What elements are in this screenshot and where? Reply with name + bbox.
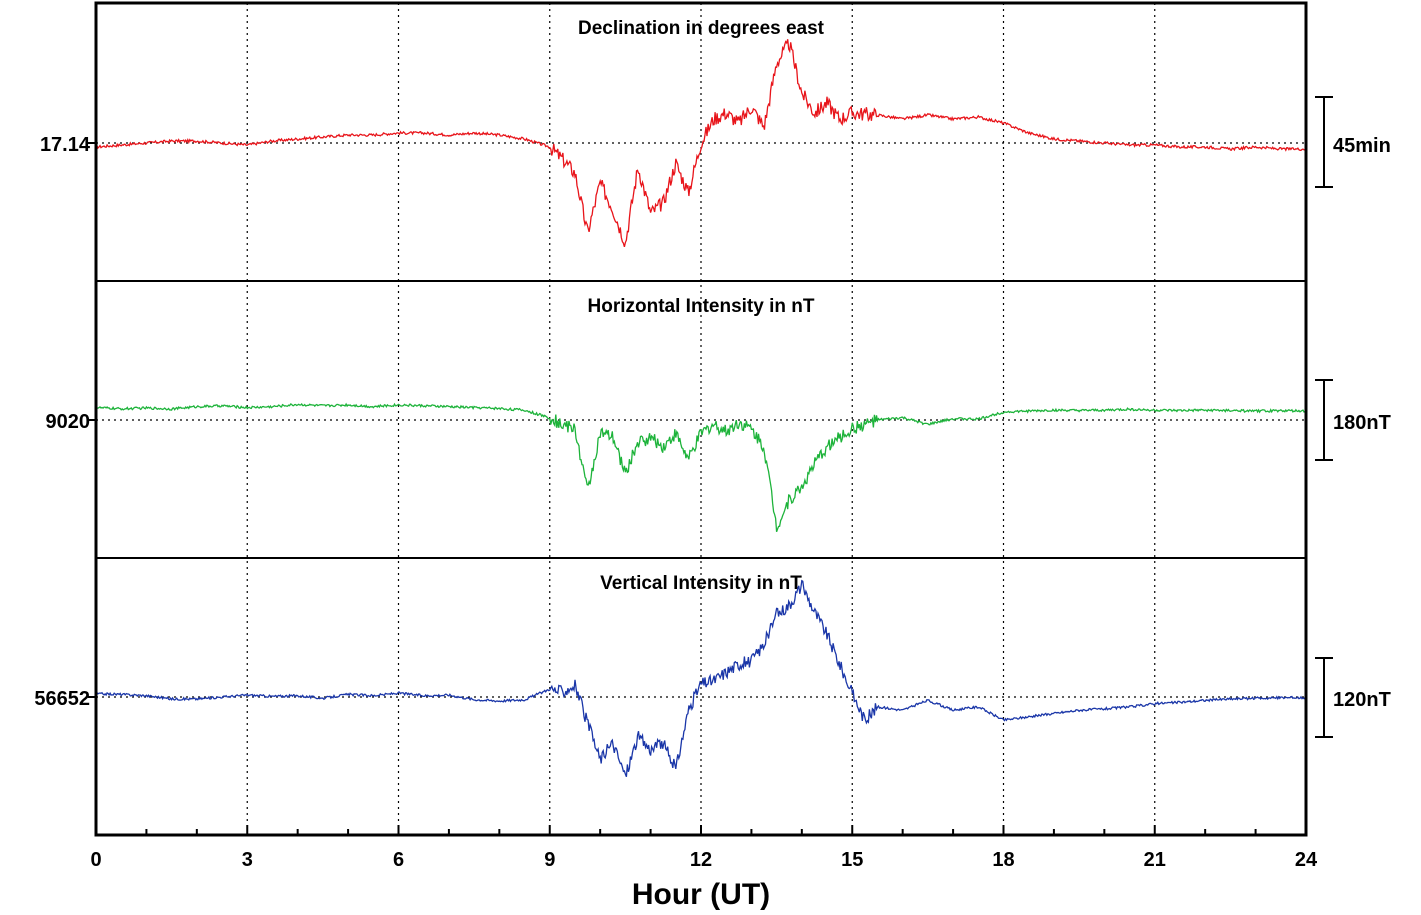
x-tick-label: 21 <box>1144 849 1166 871</box>
x-axis: 0 3 6 9 12 15 18 21 24 <box>90 825 1318 871</box>
panel-title: Horizontal Intensity in nT <box>588 296 815 317</box>
data-trace <box>95 579 1307 778</box>
baseline-label: 56652 <box>34 688 90 710</box>
x-tick-label: 9 <box>544 849 555 871</box>
scale-bar <box>1315 379 1333 461</box>
x-tick-label: 24 <box>1295 849 1318 871</box>
scale-bar <box>1315 96 1333 188</box>
panel-3: 56652 Vertical Intensity in nT 120nT <box>34 573 1391 778</box>
data-trace <box>95 39 1306 247</box>
x-tick-label: 18 <box>992 849 1014 871</box>
x-axis-label: Hour (UT) <box>632 878 770 911</box>
x-tick-label: 12 <box>690 849 712 871</box>
scale-label: 45min <box>1333 135 1391 157</box>
data-trace <box>95 402 1307 533</box>
scale-label: 180nT <box>1333 412 1391 434</box>
panel-title: Declination in degrees east <box>578 18 825 39</box>
scale-bar <box>1315 657 1333 738</box>
baseline-label: 17.14 <box>40 134 91 156</box>
x-tick-label: 6 <box>393 849 404 871</box>
x-tick-label: 15 <box>841 849 863 871</box>
x-tick-label: 3 <box>242 849 253 871</box>
panel-2: 9020 Horizontal Intensity in nT 180nT <box>46 296 1391 559</box>
baseline-label: 9020 <box>46 411 91 433</box>
panel-1: 17.14 Declination in degrees east 45min <box>40 18 1391 282</box>
panel-title: Vertical Intensity in nT <box>600 573 802 594</box>
scale-label: 120nT <box>1333 689 1391 711</box>
panels: 17.14 Declination in degrees east 45min 902… <box>34 3 1391 835</box>
x-tick-label: 0 <box>90 849 101 871</box>
